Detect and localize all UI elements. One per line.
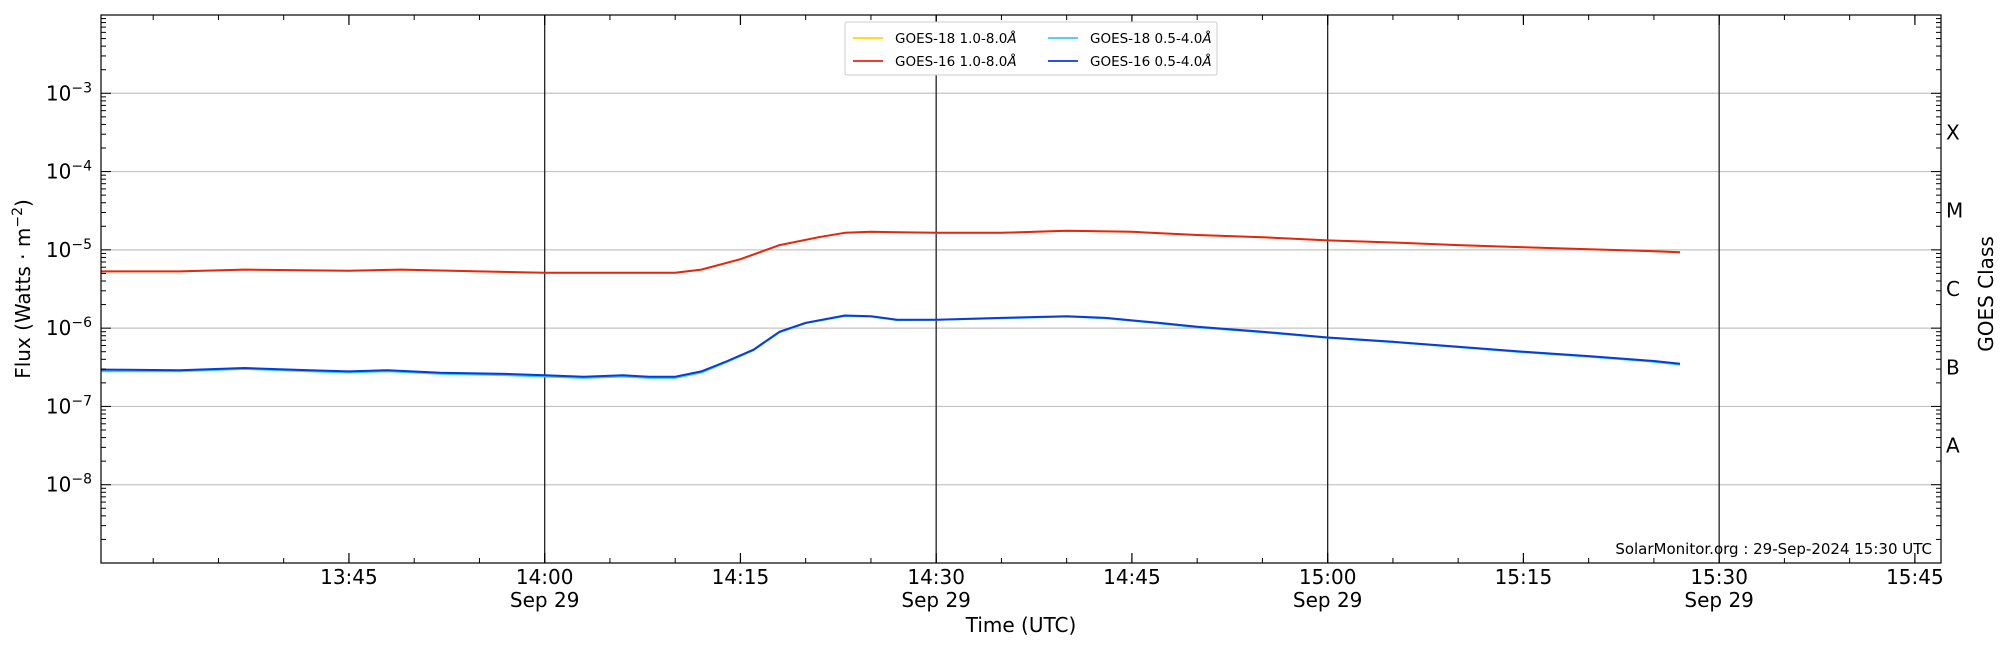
y-tick-label: 10−4 bbox=[46, 159, 92, 184]
y-tick-base: 10 bbox=[46, 394, 71, 418]
legend-label-text: GOES-18 0.5-4.0 bbox=[1090, 31, 1202, 47]
x-tick-date-label: Sep 29 bbox=[1293, 588, 1363, 612]
y-tick-exponent: −8 bbox=[71, 472, 92, 488]
series-line-0 bbox=[101, 230, 1681, 274]
legend-label-2: GOES-18 0.5-4.0Å bbox=[1090, 30, 1212, 47]
goes-class-label-a: A bbox=[1946, 434, 1960, 458]
y-tick-exponent: −4 bbox=[71, 159, 92, 175]
goes-class-axis-title: GOES Class bbox=[1974, 236, 1998, 352]
x-tick-label: 14:00 bbox=[516, 565, 574, 589]
x-tick-label: 15:30 bbox=[1690, 565, 1748, 589]
credit-text: SolarMonitor.org : 29-Sep-2024 15:30 UTC bbox=[1615, 540, 1932, 558]
y-tick-base: 10 bbox=[46, 81, 71, 105]
legend-angstrom: Å bbox=[1006, 30, 1016, 47]
y-tick-label: 10−7 bbox=[46, 393, 92, 418]
x-tick-label: 15:00 bbox=[1299, 565, 1357, 589]
x-tick-date-label: Sep 29 bbox=[901, 588, 971, 612]
x-tick-label: 14:15 bbox=[712, 565, 770, 589]
y-tick-base: 10 bbox=[46, 473, 71, 497]
legend-label-text: GOES-18 1.0-8.0 bbox=[895, 31, 1007, 47]
y-tick-label: 10−3 bbox=[46, 80, 92, 105]
goes-class-label-x: X bbox=[1946, 120, 1960, 144]
y-tick-exponent: −6 bbox=[71, 315, 92, 331]
y-tick-exponent: −7 bbox=[71, 393, 92, 409]
y-tick-base: 10 bbox=[46, 316, 71, 340]
legend-angstrom: Å bbox=[1201, 53, 1211, 70]
x-tick-label: 14:30 bbox=[907, 565, 965, 589]
grid-layer bbox=[101, 92, 1941, 486]
legend-box bbox=[844, 21, 1218, 76]
y-tick-base: 10 bbox=[46, 160, 71, 184]
y-tick-label: 10−5 bbox=[46, 237, 92, 262]
series-layer bbox=[100, 229, 1681, 379]
date-boundary-lines bbox=[544, 15, 1720, 563]
legend-angstrom: Å bbox=[1006, 53, 1016, 70]
y-tick-base: 10 bbox=[46, 238, 71, 262]
legend-label-1: GOES-16 1.0-8.0Å bbox=[895, 53, 1017, 70]
goes-class-label-b: B bbox=[1946, 355, 1960, 379]
legend-label-text: GOES-16 0.5-4.0 bbox=[1090, 54, 1202, 70]
series-line-1 bbox=[101, 229, 1681, 274]
x-tick-label: 13:45 bbox=[320, 565, 378, 589]
legend-label-text: GOES-16 1.0-8.0 bbox=[895, 54, 1007, 70]
goes-class-label-m: M bbox=[1946, 199, 1963, 223]
y-axis-title-main: Flux (Watts · m bbox=[11, 228, 35, 379]
x-axis-title: Time (UTC) bbox=[965, 613, 1077, 637]
legend-label-3: GOES-16 0.5-4.0Å bbox=[1090, 53, 1212, 70]
legend-label-0: GOES-18 1.0-8.0Å bbox=[895, 30, 1017, 47]
legend-angstrom: Å bbox=[1201, 30, 1211, 47]
series-line-3 bbox=[100, 314, 1681, 378]
y-tick-exponent: −3 bbox=[71, 80, 92, 96]
y-axis-title-close: ) bbox=[11, 199, 35, 207]
goes-class-label-c: C bbox=[1946, 277, 1960, 301]
y-axis-title: Flux (Watts · m−2) bbox=[10, 199, 35, 379]
y-tick-label: 10−6 bbox=[46, 315, 92, 340]
series-line-2 bbox=[101, 315, 1681, 379]
y-tick-exponent: −5 bbox=[71, 237, 92, 253]
x-tick-label: 15:15 bbox=[1495, 565, 1553, 589]
x-tick-label: 15:45 bbox=[1886, 565, 1944, 589]
y-axis-title-exponent: −2 bbox=[10, 207, 26, 228]
x-tick-label: 14:45 bbox=[1103, 565, 1161, 589]
tick-layer bbox=[101, 15, 1941, 564]
y-tick-label: 10−8 bbox=[46, 472, 92, 497]
x-tick-date-label: Sep 29 bbox=[510, 588, 580, 612]
x-tick-date-label: Sep 29 bbox=[1684, 588, 1754, 612]
plot-frame bbox=[100, 14, 1942, 564]
